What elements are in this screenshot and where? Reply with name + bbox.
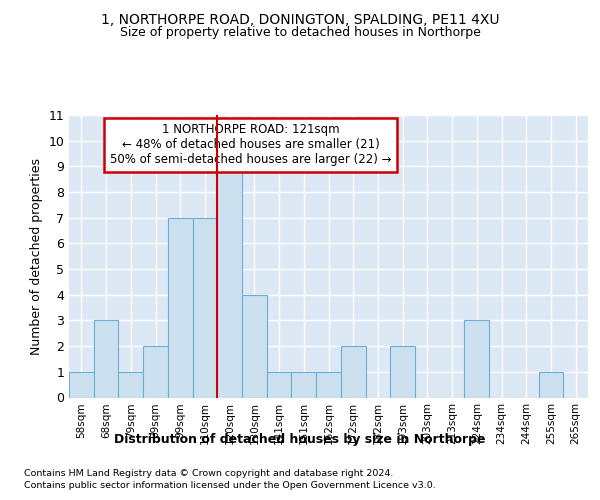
Text: Contains HM Land Registry data © Crown copyright and database right 2024.: Contains HM Land Registry data © Crown c…: [24, 469, 394, 478]
Y-axis label: Number of detached properties: Number of detached properties: [30, 158, 43, 355]
Text: 1, NORTHORPE ROAD, DONINGTON, SPALDING, PE11 4XU: 1, NORTHORPE ROAD, DONINGTON, SPALDING, …: [101, 12, 499, 26]
Bar: [316, 372, 341, 398]
Bar: [464, 320, 489, 398]
Text: Distribution of detached houses by size in Northorpe: Distribution of detached houses by size …: [114, 432, 486, 446]
Text: 1 NORTHORPE ROAD: 121sqm
← 48% of detached houses are smaller (21)
50% of semi-d: 1 NORTHORPE ROAD: 121sqm ← 48% of detach…: [110, 124, 391, 166]
Bar: [118, 372, 143, 398]
Bar: [193, 218, 217, 398]
Bar: [267, 372, 292, 398]
Bar: [341, 346, 365, 398]
Bar: [143, 346, 168, 398]
Bar: [539, 372, 563, 398]
Bar: [390, 346, 415, 398]
Bar: [69, 372, 94, 398]
Bar: [292, 372, 316, 398]
Bar: [94, 320, 118, 398]
Bar: [168, 218, 193, 398]
Bar: [242, 295, 267, 398]
Text: Size of property relative to detached houses in Northorpe: Size of property relative to detached ho…: [119, 26, 481, 39]
Bar: [217, 166, 242, 398]
Text: Contains public sector information licensed under the Open Government Licence v3: Contains public sector information licen…: [24, 481, 436, 490]
